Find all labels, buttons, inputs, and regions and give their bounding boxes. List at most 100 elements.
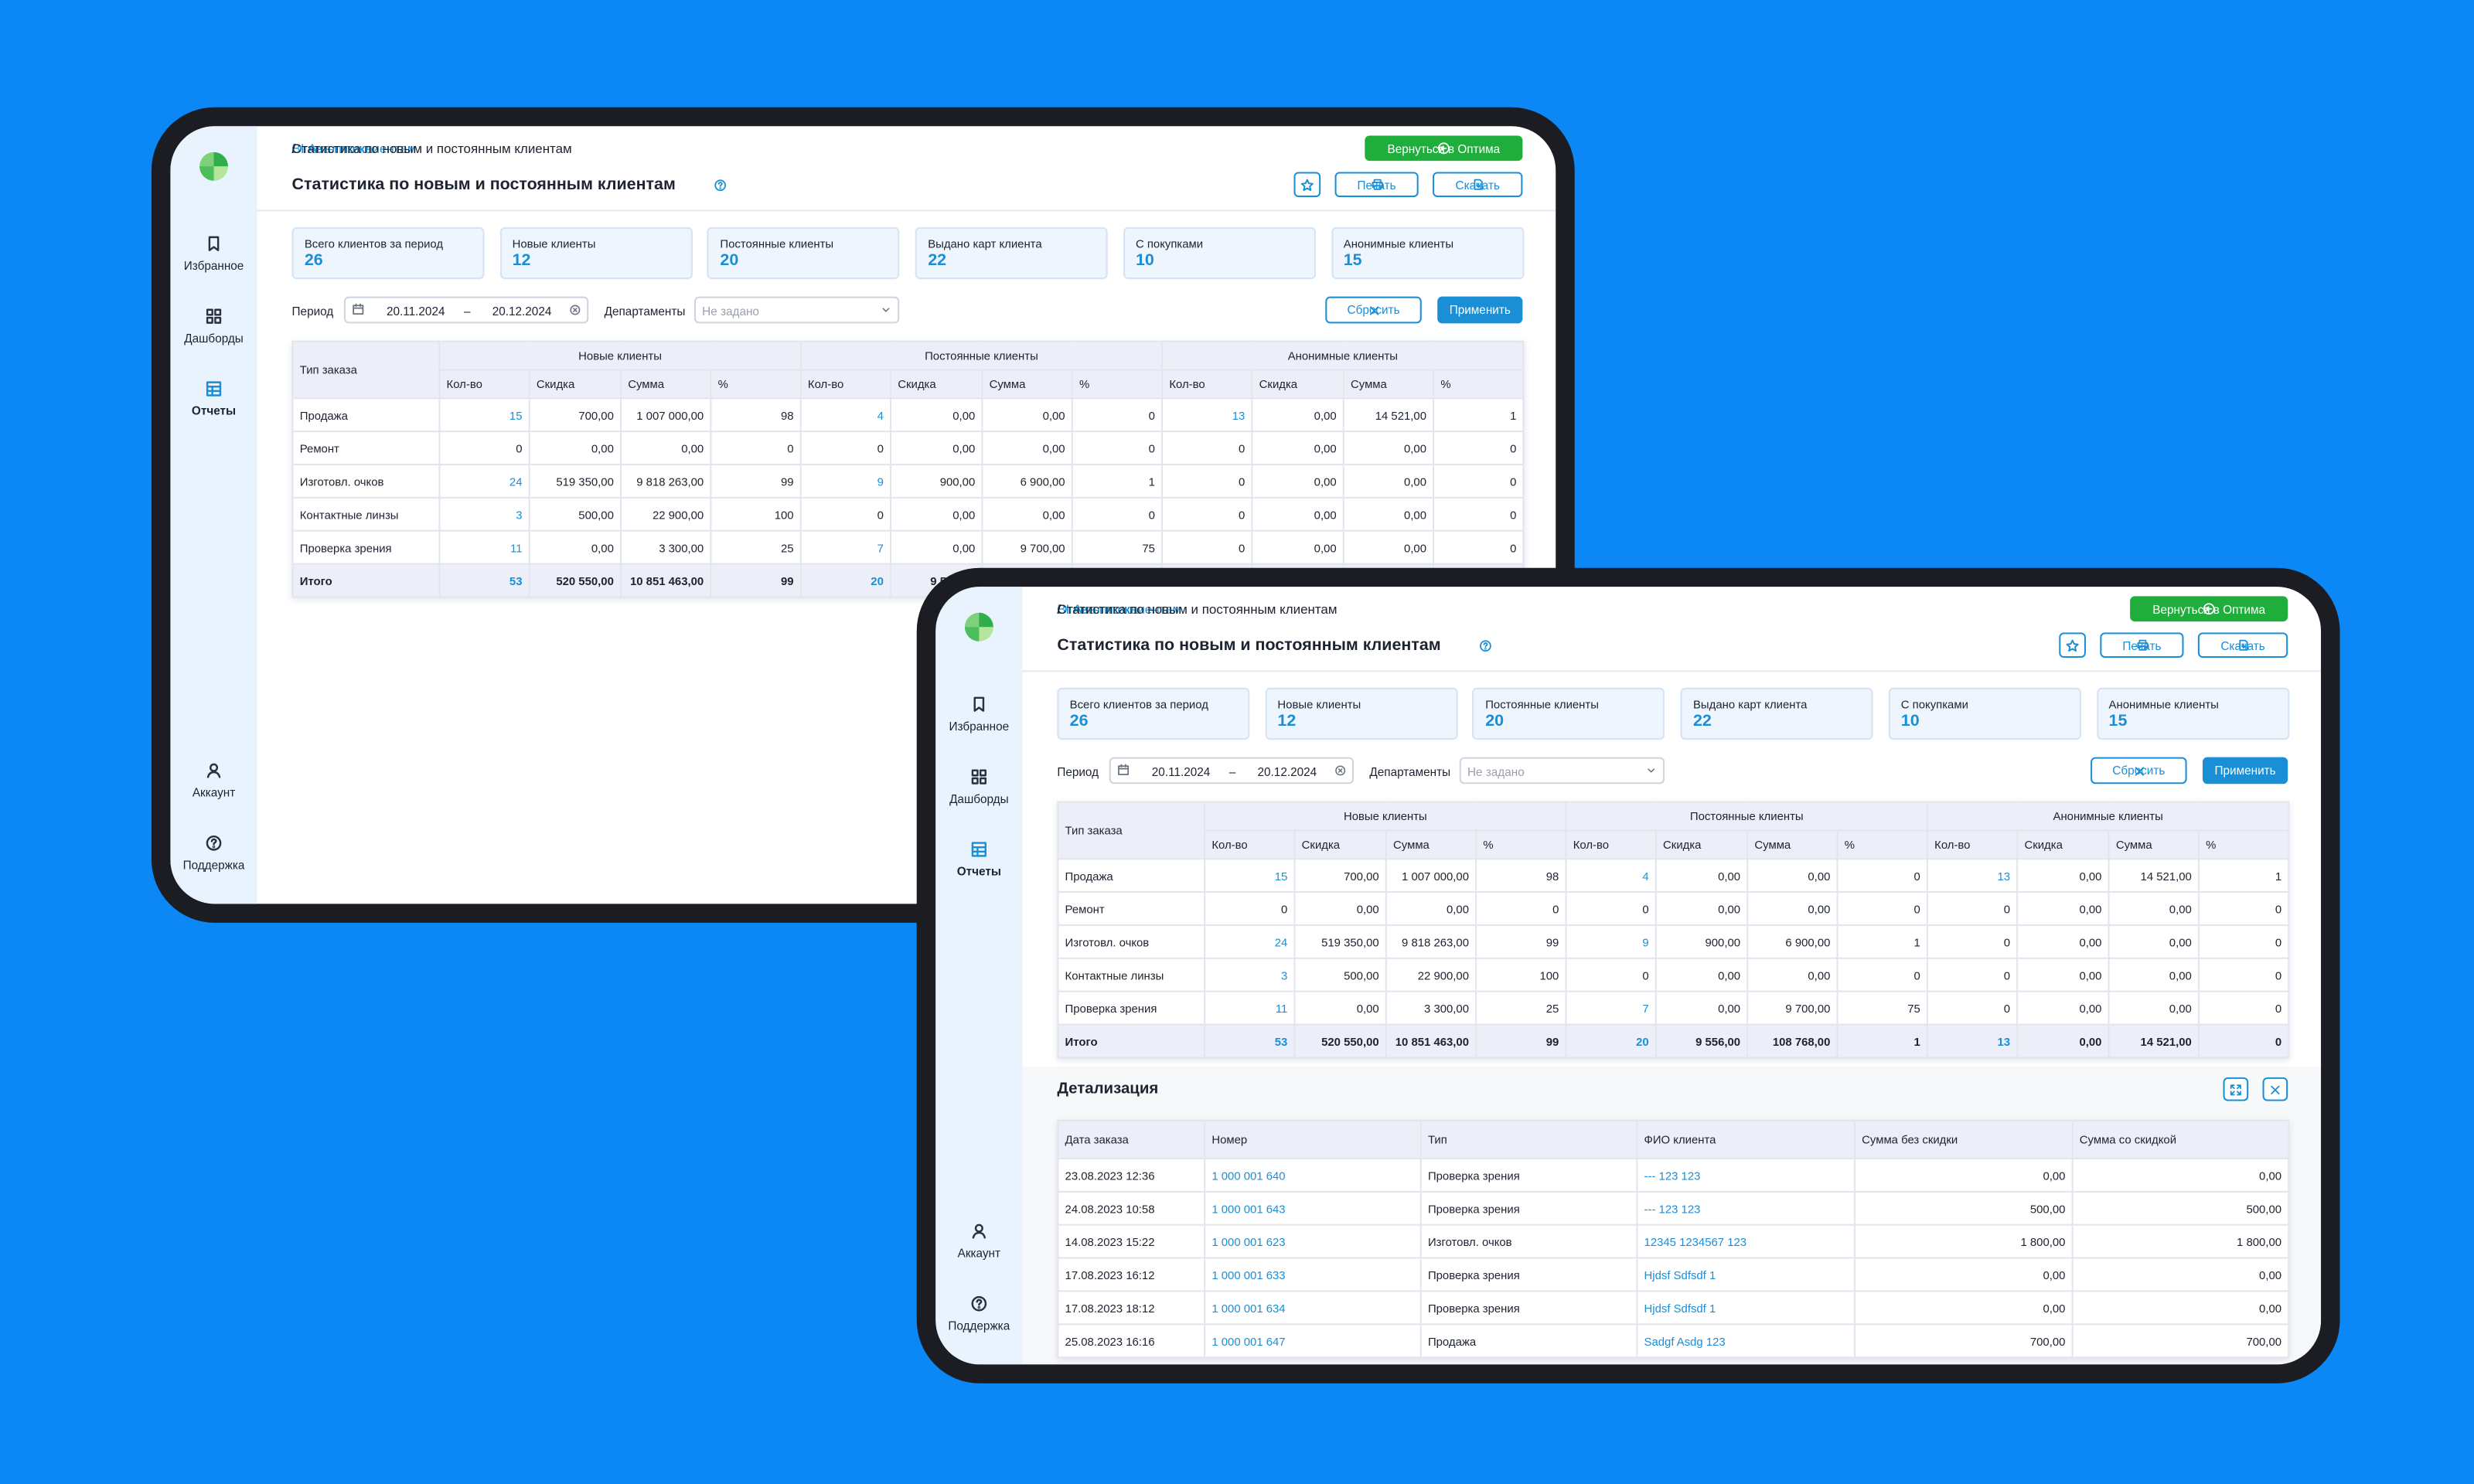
table-cell[interactable]: 4 (799, 397, 892, 433)
icon-part (570, 305, 581, 315)
nav-label[interactable]: Отчеты (956, 864, 1001, 879)
icon-part (1440, 145, 1447, 151)
breadcrumb[interactable]: Отчеты по клиентам (1057, 601, 1182, 617)
reset-button[interactable]: Сбросить (1325, 296, 1422, 324)
table-cell[interactable]: 3 (438, 496, 530, 532)
icon-chev (1646, 765, 1657, 776)
table-cell: 0 (1475, 891, 1567, 926)
icon-part (971, 777, 979, 785)
back-button[interactable]: Вернуться в Оптима (2130, 596, 2288, 622)
breadcrumb[interactable]: BI Аналитика (291, 140, 373, 157)
breadcrumb[interactable]: Отчеты по клиентам (291, 140, 417, 157)
table-cell[interactable]: 1 000 001 633 (1204, 1257, 1422, 1292)
table-cell: 98 (1475, 858, 1567, 893)
table-cell: Изготовл. очков (1419, 1224, 1638, 1259)
table-cell[interactable]: 24 (1204, 924, 1296, 959)
icon-part (971, 842, 987, 857)
nav-label[interactable]: Избранное (949, 719, 1010, 733)
table-cell: 24.08.2023 10:58 (1057, 1190, 1206, 1226)
table-row: Контактные линзы 3 500,00 22 900,00 100 0 0,00… (291, 496, 1525, 532)
nav-label[interactable]: Поддержка (948, 1319, 1010, 1333)
table-cell[interactable]: 11 (438, 529, 530, 565)
table-cell[interactable]: 1 000 001 623 (1204, 1224, 1422, 1259)
icon-part (977, 1305, 981, 1309)
table-row: 17.08.2023 18:12 1 000 001 634 Проверка зр… (1057, 1290, 2290, 1326)
table-cell[interactable]: Sadgf Asdg 123 (1636, 1323, 1856, 1359)
nav-label[interactable]: Дашборды (184, 331, 244, 345)
table-cell[interactable]: 13 (1926, 858, 2019, 893)
icon-part (1475, 182, 1481, 189)
close-button[interactable] (2262, 1077, 2288, 1101)
table-cell: 0 (1161, 464, 1253, 499)
table-cell[interactable]: 3 (1204, 957, 1296, 992)
table-cell[interactable]: 7 (799, 529, 892, 565)
table-cell[interactable]: 13 (1161, 397, 1253, 433)
column-header: Скидка (1251, 369, 1344, 400)
table-cell[interactable]: 20 (1565, 1023, 1657, 1059)
select-field[interactable] (1459, 757, 1665, 785)
toolbar-button[interactable]: Скачать (2197, 632, 2288, 659)
toolbar-button[interactable]: Печать (2100, 632, 2184, 659)
breadcrumb[interactable]: Отчеты (291, 140, 338, 157)
table-cell[interactable]: 13 (1926, 1023, 2019, 1059)
table-row: Продажа 15 700,00 1 007 000,00 98 4 0,00 0,00 0 1… (1057, 858, 2290, 893)
table-cell[interactable]: --- 123 123 (1636, 1157, 1856, 1193)
table-cell[interactable]: 1 000 001 634 (1204, 1290, 1422, 1326)
nav-label[interactable]: Отчеты (191, 403, 237, 418)
table-cell[interactable]: 12345 1234567 123 (1636, 1224, 1856, 1259)
nav-label[interactable]: Аккаунт (957, 1246, 1001, 1261)
date-field[interactable] (1109, 757, 1355, 785)
table-cell: 0,00 (1746, 858, 1838, 893)
table-cell[interactable]: 9 (1565, 924, 1657, 959)
table-cell[interactable]: 1 000 001 643 (1204, 1190, 1422, 1226)
header-row: Кол-во Скидка Сумма% Кол-во Скидка Сумма% Кол-… (293, 369, 1525, 400)
table-cell[interactable]: 1 000 001 647 (1204, 1323, 1422, 1359)
table-cell[interactable]: Hjdsf Sdfsdf 1 (1636, 1257, 1856, 1292)
table-cell[interactable]: 24 (438, 464, 530, 499)
kpi-card: Новые клиенты 12 (1265, 687, 1458, 740)
table-cell: 0 (1836, 957, 1928, 992)
table-cell[interactable]: 7 (1565, 990, 1657, 1026)
reset-button[interactable]: Сбросить (2091, 757, 2187, 785)
nav-label[interactable]: Поддержка (182, 858, 245, 873)
table-cell: 0,00 (2071, 1290, 2290, 1326)
date-field[interactable] (343, 296, 589, 324)
screen: Избранное Дашборды Отчеты Аккаунт Поддержка B… (170, 126, 1556, 904)
toolbar-button[interactable] (1293, 172, 1321, 198)
back-button[interactable]: Вернуться в Оптима (1365, 135, 1523, 162)
breadcrumb-separator: / (291, 140, 296, 157)
apply-button[interactable]: Применить (2202, 757, 2288, 785)
table-cell: 0 (1926, 957, 2019, 992)
nav-label[interactable]: Избранное (183, 258, 244, 274)
toolbar-button[interactable]: Печать (1334, 172, 1419, 198)
header-cell: Тип заказа (291, 340, 441, 400)
table-cell[interactable]: 11 (1204, 990, 1296, 1026)
table-cell[interactable]: 53 (438, 563, 530, 598)
table-cell[interactable]: 20 (799, 563, 892, 598)
table-cell[interactable]: 4 (1565, 858, 1657, 893)
icon (1437, 142, 1450, 155)
toolbar-button[interactable]: Скачать (1433, 172, 1523, 198)
toolbar-button[interactable] (2059, 632, 2086, 659)
table-cell[interactable]: Hjdsf Sdfsdf 1 (1636, 1290, 1856, 1326)
table-cell[interactable]: 9 (799, 464, 892, 499)
table-cell[interactable]: 1 000 001 640 (1204, 1157, 1422, 1193)
apply-button[interactable]: Применить (1437, 296, 1523, 324)
nav-label[interactable]: Дашборды (949, 791, 1009, 806)
row-label: Изготовл. очков (291, 464, 441, 499)
table-cell[interactable]: 15 (438, 397, 530, 433)
expand-button[interactable] (2223, 1077, 2249, 1101)
breadcrumb[interactable]: Отчеты (1057, 601, 1102, 617)
table-cell: 0,00 (1654, 891, 1749, 926)
table-cell: 98 (710, 397, 802, 433)
select-field[interactable] (693, 296, 900, 324)
table-cell[interactable]: 15 (1204, 858, 1296, 893)
table-cell[interactable]: 53 (1204, 1023, 1296, 1059)
breadcrumb[interactable]: BI Аналитика (1057, 601, 1138, 617)
icon-part (212, 845, 216, 849)
nav-label[interactable]: Аккаунт (192, 785, 236, 800)
icon (1118, 764, 1130, 775)
table-cell: 520 550,00 (528, 563, 622, 598)
table-cell[interactable]: --- 123 123 (1636, 1190, 1856, 1226)
